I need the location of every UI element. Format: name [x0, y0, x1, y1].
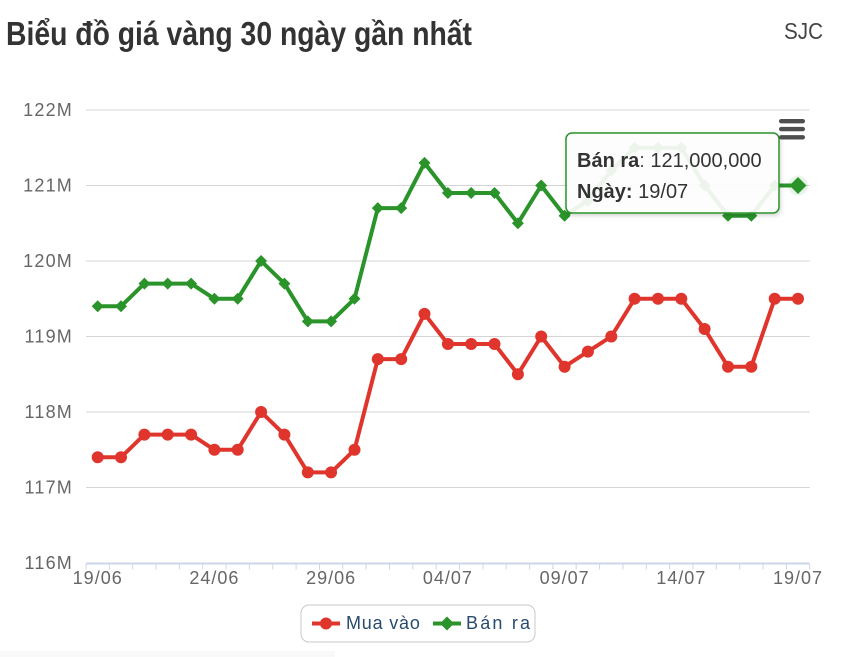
- svg-text:29/06: 29/06: [306, 568, 356, 588]
- svg-text:04/07: 04/07: [423, 568, 473, 588]
- svg-text:19/06: 19/06: [73, 568, 123, 588]
- svg-text:116M: 116M: [25, 553, 74, 573]
- svg-text:120M: 120M: [23, 251, 73, 271]
- svg-text:24/06: 24/06: [189, 568, 239, 588]
- svg-text:14/07: 14/07: [656, 568, 706, 588]
- svg-text:118M: 118M: [25, 402, 74, 422]
- svg-text:Biểu đồ giá vàng 30 ngày gần n: Biểu đồ giá vàng 30 ngày gần nhất: [6, 15, 472, 52]
- svg-text:SJC: SJC: [784, 18, 823, 44]
- svg-text:119M: 119M: [25, 327, 74, 347]
- svg-text:122M: 122M: [23, 100, 73, 120]
- svg-text:117M: 117M: [25, 478, 74, 498]
- svg-text:Mua vào: Mua vào: [346, 613, 421, 633]
- svg-text:Ngày: 19/07: Ngày: 19/07: [577, 181, 688, 203]
- svg-text:121M: 121M: [23, 176, 73, 196]
- svg-text:19/07: 19/07: [773, 568, 823, 588]
- svg-text:09/07: 09/07: [540, 568, 590, 588]
- svg-text:Bán ra: Bán ra: [466, 613, 532, 633]
- svg-text:Bán ra: 121,000,000: Bán ra: 121,000,000: [577, 150, 762, 172]
